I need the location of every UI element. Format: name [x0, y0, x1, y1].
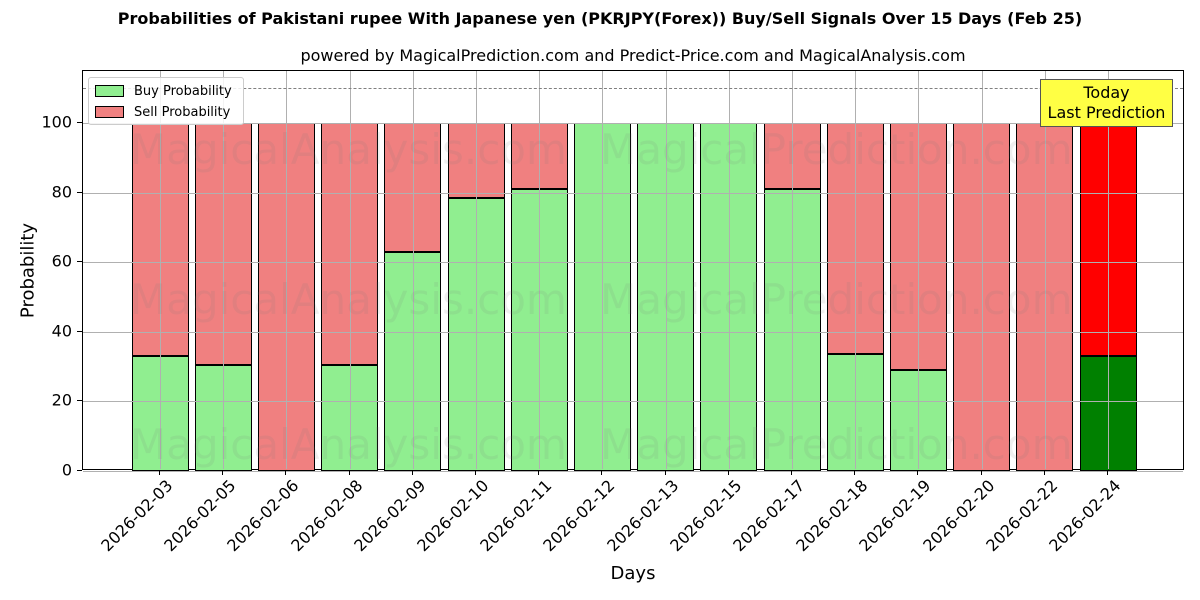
chart-title: Probabilities of Pakistani rupee With Ja…	[117, 9, 1083, 28]
legend-sell-label: Sell Probability	[134, 104, 231, 120]
y-tick-label: 0	[61, 460, 72, 480]
x-tick	[917, 470, 919, 475]
gridline-vertical	[602, 71, 604, 469]
legend-item-sell: Sell Probability	[95, 104, 230, 120]
x-tick	[791, 470, 792, 475]
x-tick	[1043, 470, 1045, 475]
plot-area	[82, 70, 1184, 472]
today-annotation: Today Last Prediction	[1040, 79, 1173, 127]
y-tick	[77, 191, 82, 193]
y-tick	[77, 330, 82, 332]
gridline-vertical	[412, 71, 414, 469]
x-tick	[980, 470, 982, 475]
x-tick	[664, 470, 666, 475]
x-tick	[159, 470, 160, 475]
legend-item-buy: Buy Probability	[95, 83, 232, 99]
legend-buy-label: Buy Probability	[134, 83, 232, 99]
x-tick	[285, 470, 287, 475]
x-tick	[1107, 470, 1108, 475]
gridline-vertical	[349, 71, 351, 469]
legend: Buy Probability Sell Probability	[88, 77, 244, 125]
y-tick-label: 40	[51, 321, 72, 341]
chart-subtitle: powered by MagicalPrediction.com and Pre…	[300, 46, 966, 65]
x-tick	[348, 470, 350, 475]
y-tick-label: 20	[51, 390, 72, 410]
gridline-horizontal	[83, 401, 1183, 403]
gridline-vertical	[539, 71, 541, 469]
buy-swatch-icon	[95, 85, 124, 97]
gridline-vertical	[665, 71, 667, 469]
reference-line	[83, 88, 1183, 90]
gridline-vertical	[476, 71, 477, 469]
gridline-vertical	[918, 71, 920, 469]
x-tick	[222, 470, 224, 475]
x-tick	[854, 470, 856, 475]
x-tick	[411, 470, 413, 475]
y-axis-title: Probability	[17, 222, 39, 319]
gridline-vertical	[160, 71, 161, 469]
gridline-vertical	[286, 71, 288, 469]
annotation-line-1: Today	[1083, 83, 1130, 102]
gridline-horizontal	[83, 262, 1183, 264]
x-tick	[538, 470, 540, 475]
gridline-horizontal	[83, 471, 1183, 472]
gridline-vertical	[981, 71, 983, 469]
y-tick	[77, 400, 82, 402]
gridline-vertical	[728, 71, 730, 469]
sell-swatch-icon	[95, 106, 124, 118]
gridline-vertical	[1044, 71, 1046, 469]
y-tick	[77, 122, 82, 124]
gridline-vertical	[1108, 71, 1109, 469]
gridline-vertical	[792, 71, 793, 469]
x-tick	[475, 470, 476, 475]
y-tick	[77, 261, 82, 263]
y-tick-label: 80	[51, 182, 72, 202]
y-tick-label: 60	[51, 251, 72, 271]
gridline-horizontal	[83, 123, 1183, 125]
y-tick	[77, 470, 82, 471]
x-tick	[601, 470, 603, 475]
y-tick-label: 100	[41, 112, 72, 132]
gridline-vertical	[855, 71, 857, 469]
gridline-vertical	[223, 71, 225, 469]
x-tick	[727, 470, 729, 475]
annotation-line-2: Last Prediction	[1047, 103, 1166, 122]
x-axis-title: Days	[610, 563, 656, 584]
gridline-horizontal	[83, 331, 1183, 333]
gridline-horizontal	[83, 192, 1183, 194]
